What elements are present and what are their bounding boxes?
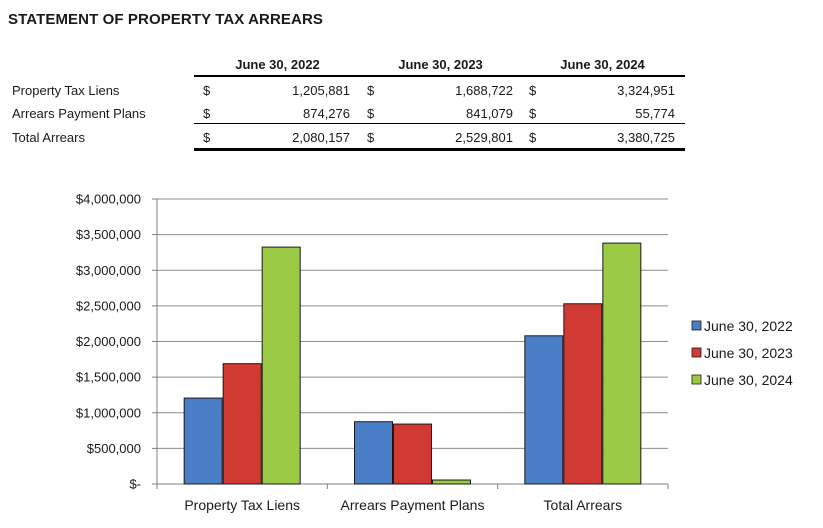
page-title: STATEMENT OF PROPERTY TAX ARREARS [8,11,323,28]
table-cell: 3,324,951 [617,83,675,98]
total-double-rule [194,148,685,151]
bar [354,421,393,485]
x-tick-label: Arrears Payment Plans [341,497,485,513]
column-header-2022: June 30, 2022 [235,57,320,72]
subtotal-rule [194,123,685,124]
y-tick-label: $2,000,000 [76,334,141,349]
currency-symbol: $ [367,83,375,98]
bar [524,335,564,485]
y-tick-label: $1,000,000 [76,405,141,420]
currency-symbol: $ [203,83,211,98]
bar [261,246,301,485]
table-cell: 874,276 [303,106,350,121]
table-cell: 3,380,725 [617,130,675,145]
y-tick-label: $3,500,000 [76,227,141,242]
column-header-2024: June 30, 2024 [560,57,645,72]
bar [432,479,471,485]
table-cell: 1,205,881 [292,83,350,98]
table-cell: 2,080,157 [292,130,350,145]
row-label-total: Total Arrears [12,130,85,145]
legend-swatch [691,374,702,385]
currency-symbol: $ [203,106,211,121]
legend-swatch [691,347,702,358]
y-tick-label: $500,000 [87,441,141,456]
currency-symbol: $ [529,106,537,121]
y-tick-label: $2,500,000 [76,298,141,313]
x-tick-label: Total Arrears [544,497,623,513]
table-cell: 55,774 [635,106,675,121]
currency-symbol: $ [367,106,375,121]
bar [602,242,642,485]
table-cell: 2,529,801 [455,130,513,145]
row-label-liens: Property Tax Liens [12,83,120,98]
y-tick-label: $- [129,477,141,492]
y-tick-label: $1,500,000 [76,370,141,385]
x-tick-label: Property Tax Liens [184,497,300,513]
y-tick-label: $3,000,000 [76,263,141,278]
currency-symbol: $ [529,130,537,145]
legend-label: June 30, 2022 [704,318,793,334]
table-cell: 841,079 [466,106,513,121]
legend-label: June 30, 2024 [704,372,793,388]
currency-symbol: $ [203,130,211,145]
legend-swatch [691,320,702,331]
row-label-payment-plans: Arrears Payment Plans [12,106,146,121]
table-cell: 1,688,722 [455,83,513,98]
currency-symbol: $ [367,130,375,145]
bar [183,397,223,485]
bar [563,303,603,485]
header-rule [194,75,685,77]
currency-symbol: $ [529,83,537,98]
bar [222,363,262,485]
column-header-2023: June 30, 2023 [398,57,483,72]
y-tick-label: $4,000,000 [76,192,141,207]
legend-label: June 30, 2023 [704,345,793,361]
bar [393,423,432,485]
